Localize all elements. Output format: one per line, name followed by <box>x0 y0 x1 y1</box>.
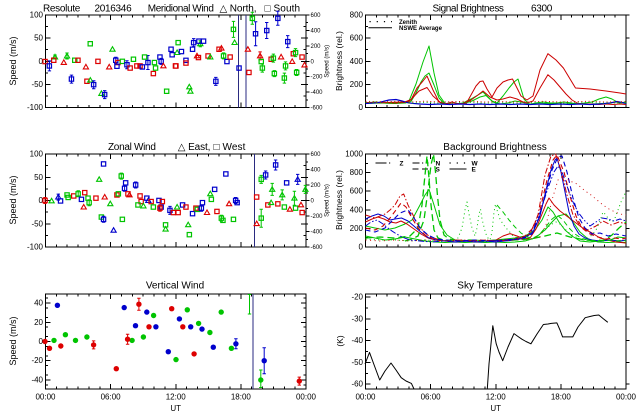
svg-text:-50: -50 <box>31 219 43 228</box>
svg-text:20: 20 <box>34 318 43 327</box>
svg-text:00:00: 00:00 <box>355 393 376 402</box>
svg-text:Zonal Wind: Zonal Wind <box>108 142 156 153</box>
svg-text:200: 200 <box>311 183 322 189</box>
svg-text:600: 600 <box>350 34 364 43</box>
svg-text:50: 50 <box>34 34 43 43</box>
svg-text:△ East,: △ East, <box>178 142 211 153</box>
svg-text:E: E <box>472 166 477 173</box>
svg-text:-400: -400 <box>311 90 324 96</box>
svg-text:0: 0 <box>359 103 364 112</box>
svg-text:800: 800 <box>350 11 364 20</box>
svg-text:Brightness (rel.): Brightness (rel.) <box>334 170 344 230</box>
svg-text:Speed (m/s): Speed (m/s) <box>325 184 331 217</box>
svg-text:□ West: □ West <box>214 142 246 153</box>
svg-text:S: S <box>436 166 441 173</box>
svg-text:Sky Temperature: Sky Temperature <box>457 281 533 292</box>
svg-text:-50: -50 <box>351 358 363 367</box>
svg-text:00:00: 00:00 <box>296 393 317 402</box>
svg-text:-60: -60 <box>351 380 363 389</box>
svg-text:Speed (m/s): Speed (m/s) <box>325 45 331 78</box>
svg-text:06:00: 06:00 <box>421 393 442 402</box>
svg-text:△ North,: △ North, <box>220 4 257 15</box>
svg-text:-100: -100 <box>27 243 44 252</box>
svg-text:Speed (m/s): Speed (m/s) <box>8 36 18 85</box>
svg-text:2016346: 2016346 <box>95 4 133 15</box>
svg-text:-600: -600 <box>311 245 324 251</box>
svg-text:600: 600 <box>350 187 364 196</box>
svg-text:0: 0 <box>359 243 364 252</box>
svg-text:(K): (K) <box>335 335 345 347</box>
svg-text:-50: -50 <box>31 80 43 89</box>
svg-text:UT: UT <box>170 404 181 413</box>
svg-text:Vertical Wind: Vertical Wind <box>146 281 204 292</box>
svg-text:40: 40 <box>34 299 43 308</box>
svg-text:0: 0 <box>311 59 315 65</box>
svg-text:100: 100 <box>30 11 44 20</box>
svg-text:0: 0 <box>39 196 44 205</box>
svg-text:400: 400 <box>350 205 364 214</box>
svg-text:400: 400 <box>311 28 322 34</box>
svg-text:Signal Brightness: Signal Brightness <box>433 4 504 15</box>
svg-text:200: 200 <box>350 224 364 233</box>
svg-text:12:00: 12:00 <box>486 393 507 402</box>
svg-text:600: 600 <box>311 13 322 19</box>
svg-text:06:00: 06:00 <box>101 393 122 402</box>
svg-text:-100: -100 <box>27 103 44 112</box>
svg-text:Speed (m/s): Speed (m/s) <box>8 316 18 365</box>
svg-text:00:00: 00:00 <box>616 393 637 402</box>
svg-text:-400: -400 <box>311 230 324 236</box>
svg-text:-200: -200 <box>311 214 324 220</box>
svg-text:400: 400 <box>350 57 364 66</box>
svg-text:Background Brightness: Background Brightness <box>443 142 546 153</box>
svg-text:50: 50 <box>34 173 43 182</box>
svg-text:-40: -40 <box>31 375 43 384</box>
svg-text:Brightness (rel.): Brightness (rel.) <box>334 31 344 91</box>
svg-text:N: N <box>436 160 441 167</box>
svg-text:Z: Z <box>400 160 404 167</box>
svg-text:0: 0 <box>311 199 315 205</box>
svg-text:1000: 1000 <box>345 150 363 159</box>
svg-text:800: 800 <box>350 168 364 177</box>
svg-text:-30: -30 <box>351 314 363 323</box>
svg-text:Resolute: Resolute <box>43 4 81 15</box>
svg-text:0: 0 <box>39 57 44 66</box>
svg-text:-20: -20 <box>351 293 363 302</box>
svg-text:400: 400 <box>311 168 322 174</box>
svg-text:-200: -200 <box>311 75 324 81</box>
svg-text:18:00: 18:00 <box>551 393 572 402</box>
svg-text:0: 0 <box>39 337 44 346</box>
svg-text:-40: -40 <box>351 336 363 345</box>
svg-text:00:00: 00:00 <box>35 393 56 402</box>
svg-text:12:00: 12:00 <box>166 393 187 402</box>
svg-text:□ South: □ South <box>265 4 301 15</box>
svg-text:NSWE Average: NSWE Average <box>399 26 443 32</box>
svg-text:200: 200 <box>311 44 322 50</box>
svg-text:Meridional Wind: Meridional Wind <box>148 4 214 15</box>
svg-text:100: 100 <box>30 150 44 159</box>
svg-text:600: 600 <box>311 152 322 158</box>
svg-text:-600: -600 <box>311 106 324 112</box>
svg-text:-20: -20 <box>31 356 43 365</box>
svg-text:18:00: 18:00 <box>231 393 252 402</box>
svg-text:6300: 6300 <box>531 4 553 15</box>
svg-text:Zenith: Zenith <box>399 20 417 26</box>
svg-text:UT: UT <box>490 404 501 413</box>
svg-text:W: W <box>472 160 479 167</box>
svg-text:200: 200 <box>350 80 364 89</box>
svg-text:Speed (m/s): Speed (m/s) <box>8 175 18 224</box>
